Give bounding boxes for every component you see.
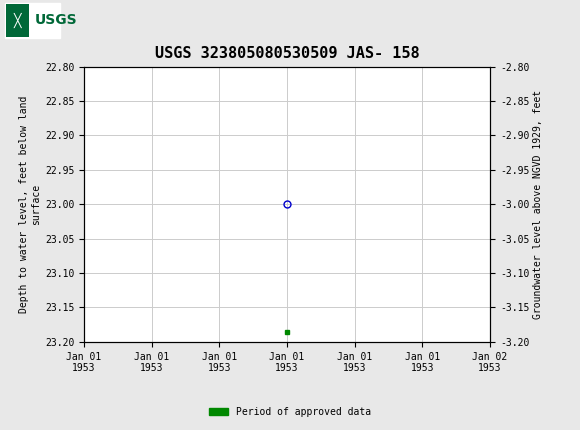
FancyBboxPatch shape (6, 4, 29, 37)
Legend: Period of approved data: Period of approved data (205, 403, 375, 421)
Text: ╳: ╳ (14, 13, 21, 28)
FancyBboxPatch shape (5, 3, 60, 37)
Title: USGS 323805080530509 JAS- 158: USGS 323805080530509 JAS- 158 (155, 46, 419, 61)
Y-axis label: Groundwater level above NGVD 1929, feet: Groundwater level above NGVD 1929, feet (534, 90, 543, 319)
Y-axis label: Depth to water level, feet below land
surface: Depth to water level, feet below land su… (19, 95, 41, 313)
Text: USGS: USGS (35, 13, 77, 28)
